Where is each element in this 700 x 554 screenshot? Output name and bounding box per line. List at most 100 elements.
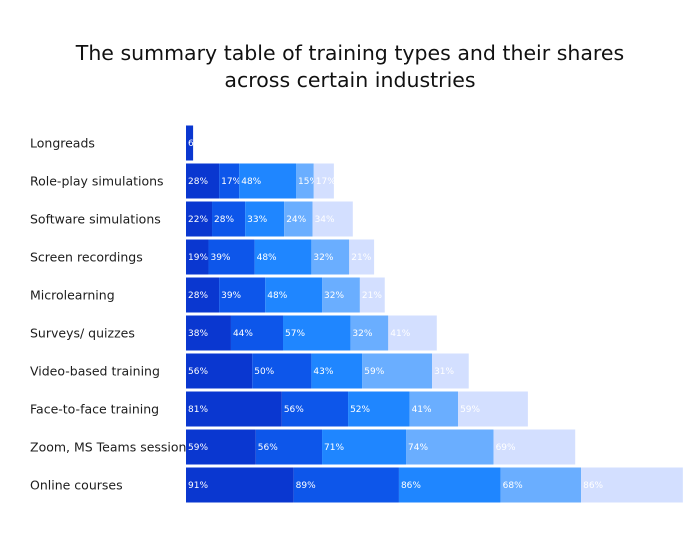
- data-label: 86%: [583, 481, 603, 491]
- category-label: Software simulations: [30, 212, 161, 227]
- data-label: 48%: [241, 177, 261, 187]
- bar-segment: [458, 391, 528, 427]
- bar-segment: [500, 467, 582, 503]
- data-label: 38%: [188, 329, 208, 339]
- bar-segment: [186, 163, 220, 199]
- bar-row: Surveys/ quizzes 38% 44% 57% 32% 41%: [30, 315, 437, 351]
- bar-segment: [293, 467, 399, 503]
- bar-row: Face-to-face training 81% 56% 52% 41% 59%: [30, 391, 528, 427]
- data-label: 81%: [188, 405, 208, 415]
- bar-segment: [186, 391, 282, 427]
- bar-segment: [230, 315, 284, 351]
- bar-segment: [252, 353, 312, 389]
- bar-segment: [312, 201, 353, 237]
- bar-row: Video-based training 56% 50% 43% 59% 31%: [30, 353, 469, 389]
- bar-row: Longreads 6%: [30, 125, 203, 161]
- data-label: 21%: [351, 253, 371, 263]
- chart-title-line-2: across certain industries: [224, 68, 476, 92]
- data-label: 32%: [324, 291, 344, 301]
- data-label: 68%: [503, 481, 523, 491]
- data-label: 89%: [296, 481, 316, 491]
- category-label: Face-to-face training: [30, 402, 159, 417]
- data-label: 39%: [221, 291, 241, 301]
- bar-row: Software simulations 22% 28% 33% 24% 34%: [30, 201, 353, 237]
- data-label: 17%: [316, 177, 336, 187]
- data-label: 15%: [298, 177, 318, 187]
- data-label: 86%: [401, 481, 421, 491]
- bar-segment: [212, 201, 246, 237]
- category-label: Zoom, MS Teams sessions: [30, 440, 193, 455]
- bar-row: Microlearning 28% 39% 48% 32% 21%: [30, 277, 385, 313]
- bar-segment: [296, 163, 314, 199]
- data-label: 52%: [350, 405, 370, 415]
- data-label: 31%: [434, 367, 454, 377]
- bar-segment: [581, 467, 683, 503]
- category-label: Microlearning: [30, 288, 115, 303]
- category-label: Role-play simulations: [30, 174, 164, 189]
- data-label: 43%: [313, 367, 333, 377]
- data-label: 91%: [188, 481, 208, 491]
- bar-segment: [265, 277, 323, 313]
- data-label: 50%: [254, 367, 274, 377]
- data-label: 39%: [210, 253, 230, 263]
- bar-segment: [409, 391, 459, 427]
- data-label: 28%: [214, 215, 234, 225]
- bar-segment: [432, 353, 469, 389]
- data-label: 17%: [221, 177, 241, 187]
- data-label: 41%: [412, 405, 432, 415]
- bar-segment: [186, 277, 220, 313]
- bar-row: Role-play simulations 28% 17% 48% 15%17%: [30, 163, 336, 199]
- data-label: 69%: [496, 443, 516, 453]
- data-label: 33%: [247, 215, 267, 225]
- bar-segment: [313, 163, 334, 199]
- bar-segment: [281, 391, 349, 427]
- data-label: 32%: [313, 253, 333, 263]
- bar-segment: [254, 239, 312, 275]
- bar-segment: [322, 429, 407, 465]
- bar-segment: [186, 315, 231, 351]
- bar-segment: [239, 163, 297, 199]
- data-label: 59%: [460, 405, 480, 415]
- bar-segment: [186, 467, 294, 503]
- bar-segment: [219, 163, 240, 199]
- bar-segment: [406, 429, 494, 465]
- bar-segment: [219, 277, 266, 313]
- data-label: 41%: [390, 329, 410, 339]
- data-label: 56%: [284, 405, 304, 415]
- bar-segment: [284, 201, 313, 237]
- bar-segment: [350, 315, 389, 351]
- bar-segment: [186, 201, 213, 237]
- bar-segment: [493, 429, 576, 465]
- data-label: 48%: [257, 253, 277, 263]
- data-label: 6%: [188, 139, 203, 149]
- bar-segment: [208, 239, 255, 275]
- chart-title: The summary table of training types and …: [0, 40, 700, 94]
- data-label: 56%: [258, 443, 278, 453]
- bar-segment: [398, 467, 501, 503]
- bar-row: Online courses 91% 89% 86% 68% 86%: [30, 467, 683, 503]
- data-label: 56%: [188, 367, 208, 377]
- bar-segment: [186, 239, 209, 275]
- bar-segment: [311, 239, 350, 275]
- bar-segment: [359, 277, 385, 313]
- data-label: 21%: [362, 291, 382, 301]
- data-label: 71%: [324, 443, 344, 453]
- data-label: 24%: [286, 215, 306, 225]
- bar-segment: [186, 429, 256, 465]
- category-label: Longreads: [30, 136, 95, 151]
- data-label: 34%: [315, 215, 335, 225]
- chart-title-line-1: The summary table of training types and …: [75, 41, 625, 65]
- bar-segment: [311, 353, 363, 389]
- category-label: Online courses: [30, 478, 123, 493]
- data-label: 28%: [188, 291, 208, 301]
- data-label: 44%: [233, 329, 253, 339]
- bar-segment: [388, 315, 437, 351]
- category-label: Surveys/ quizzes: [30, 326, 135, 341]
- data-label: 28%: [188, 177, 208, 187]
- data-label: 48%: [267, 291, 287, 301]
- bar-segment: [255, 429, 323, 465]
- data-label: 59%: [188, 443, 208, 453]
- bar-segment: [348, 391, 410, 427]
